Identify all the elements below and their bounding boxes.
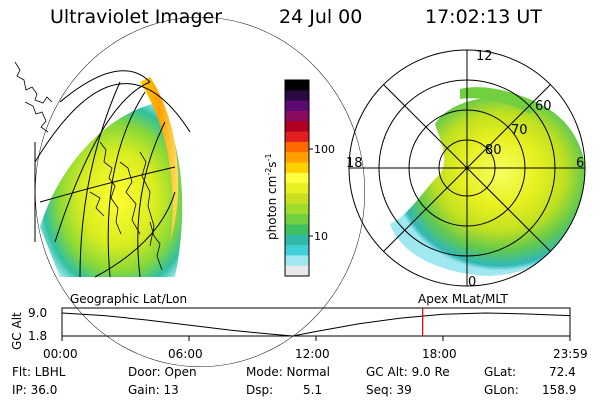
dsp-value: 5.1: [303, 383, 323, 397]
colorbar-swatch: [285, 80, 309, 91]
timeline-x-tick: 00:00: [43, 347, 78, 361]
instrument-title: Ultraviolet Imager: [50, 6, 223, 28]
glat-label: GLat:: [484, 365, 517, 379]
colorbar-swatch: [285, 234, 309, 246]
orbit-timeline-chart: GC Alt 9.0 1.8 00:00 06:00 12:00 18:00 2…: [10, 306, 588, 361]
mlt-label-dawn: 6: [576, 156, 584, 171]
mlat-label: 70: [511, 123, 528, 138]
glon-value: 158.9: [542, 383, 577, 397]
geographic-latlon-label: Geographic Lat/Lon: [70, 292, 188, 306]
timeline-x-tick: 12:00: [295, 347, 330, 361]
gain-readout: Gain: 13: [128, 383, 179, 397]
mlat-label: 60: [535, 99, 552, 114]
colorbar-swatch: [285, 162, 309, 174]
timeline-x-tick: 23:59: [553, 347, 588, 361]
glat-value: 72.4: [549, 365, 576, 379]
filter-readout: Flt: LBHL: [12, 365, 66, 379]
ip-readout: IP: 36.0: [12, 383, 58, 397]
colorbar-swatch: [285, 121, 309, 133]
colorbar-swatch: [285, 214, 309, 225]
svg-text:photon cm-2s-1: photon cm-2s-1: [264, 153, 279, 240]
colorbar-swatch: [285, 224, 309, 236]
colorbar-swatch: [285, 100, 309, 112]
colorbar-tick-label: 100: [314, 143, 335, 156]
colorbar: 100 10 photon cm-2s-1: [264, 79, 335, 277]
colorbar-swatch: [285, 110, 309, 122]
colorbar-swatch: [285, 131, 309, 143]
timeline-x-tick: 18:00: [422, 347, 457, 361]
door-readout: Door: Open: [128, 365, 197, 379]
mlt-label-noon: 12: [476, 49, 493, 64]
colorbar-swatch: [285, 265, 309, 277]
mlt-label-dusk: 18: [346, 156, 363, 171]
time-label: 17:02:13 UT: [425, 6, 542, 28]
timeline-x-tick: 06:00: [168, 347, 203, 361]
orbit-altitude-curve: [61, 312, 570, 337]
colorbar-swatch: [285, 152, 309, 164]
polar-mlat-mlt-plot: 12 18 6 0 60 70 80: [346, 49, 586, 290]
glon-label: GLon:: [484, 383, 519, 397]
gc-alt-readout: GC Alt: 9.0 Re: [366, 365, 450, 379]
colorbar-swatch: [285, 183, 309, 194]
dsp-label: Dsp:: [246, 383, 274, 397]
colorbar-tick-label: 10: [314, 230, 328, 243]
colorbar-scale: [285, 80, 309, 277]
timeline-y-tick: 1.8: [28, 329, 47, 343]
polar-grid: [348, 49, 586, 287]
colorbar-swatch: [285, 245, 309, 256]
seq-readout: Seq: 39: [366, 383, 412, 397]
colorbar-swatch: [285, 90, 309, 102]
timeline-y-tick: 9.0: [28, 306, 47, 320]
geographic-image-panel: [14, 17, 365, 367]
date-label: 24 Jul 00: [279, 6, 363, 28]
dayside-limb-emission: [140, 77, 179, 242]
timeline-axis-title: GC Alt: [10, 312, 24, 350]
colorbar-swatch: [285, 255, 309, 267]
coastline-outlines: [14, 61, 163, 271]
apex-mlat-mlt-label: Apex MLat/MLT: [418, 292, 508, 306]
mode-readout: Mode: Normal: [246, 365, 330, 379]
colorbar-swatch: [285, 172, 309, 184]
colorbar-swatch: [285, 203, 309, 215]
colorbar-swatch: [285, 141, 309, 153]
colorbar-unit-label: photon cm-2s-1: [264, 153, 279, 240]
mlt-label-midnight: 0: [468, 275, 476, 290]
colorbar-swatch: [285, 193, 309, 205]
lat-lon-grid: [34, 17, 365, 367]
mlat-label: 80: [485, 143, 502, 158]
